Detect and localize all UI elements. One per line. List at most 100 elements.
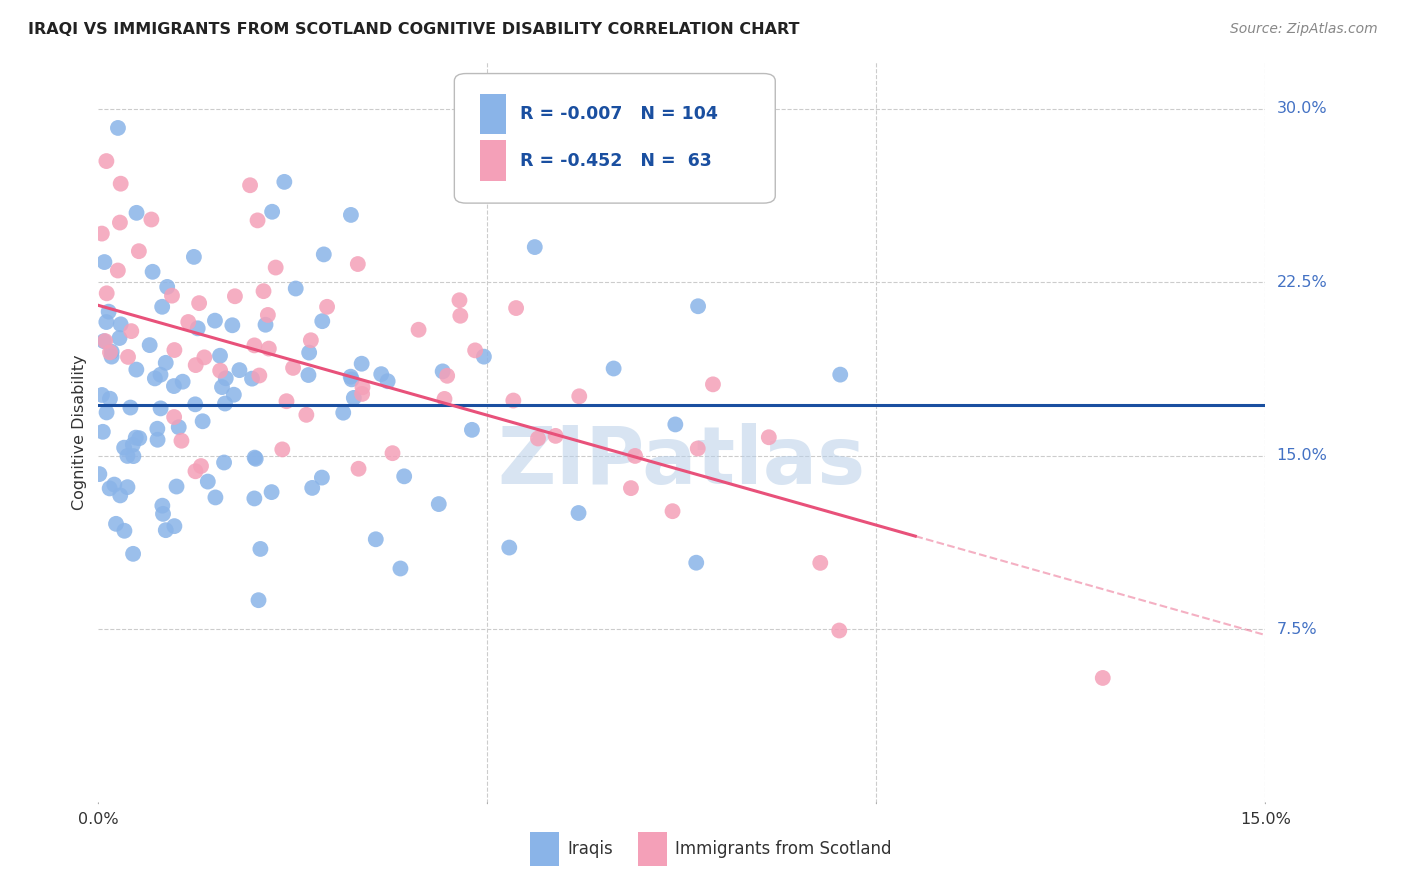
Point [209,363,232,377]
Point [98,482,121,496]
Point [527,432,550,446]
Point [567,506,589,520]
Point [96,315,118,329]
Point [96,286,118,301]
Point [125,431,148,445]
Point [211,380,233,394]
FancyBboxPatch shape [454,73,775,203]
Point [89,467,111,481]
Point [190,458,212,473]
Point [260,485,283,500]
Point [197,475,219,489]
Point [472,350,495,364]
Point [408,323,430,337]
Point [301,481,323,495]
FancyBboxPatch shape [530,832,560,866]
Point [112,524,135,538]
Text: 0.0%: 0.0% [79,813,118,828]
Point [138,338,160,352]
Point [215,371,238,385]
Text: ZIPatlas: ZIPatlas [498,423,866,501]
Point [257,308,280,322]
Point [100,344,122,359]
Point [498,541,520,555]
Point [298,345,321,359]
Point [828,624,851,638]
Point [240,371,263,385]
Point [146,422,169,436]
Point [254,318,277,332]
Point [602,361,624,376]
Point [461,423,484,437]
Point [262,204,284,219]
Point [105,516,128,531]
Point [146,433,169,447]
Point [149,368,172,382]
Point [299,333,322,347]
Point [193,351,215,365]
Point [340,372,363,386]
Point [243,338,266,352]
Point [432,364,454,378]
Point [273,175,295,189]
Point [117,350,139,364]
Point [110,177,132,191]
Point [295,408,318,422]
Point [343,391,366,405]
FancyBboxPatch shape [479,94,506,135]
Point [427,497,450,511]
Point [122,547,145,561]
Point [702,377,724,392]
Point [505,301,527,315]
Point [352,387,374,401]
Point [117,480,139,494]
Point [377,374,399,388]
Point [364,533,387,547]
Point [686,442,709,456]
Point [94,334,117,348]
Point [163,343,186,357]
Point [91,425,114,439]
Text: 15.0%: 15.0% [1240,813,1291,828]
Point [264,260,287,275]
Point [221,318,243,333]
Point [224,289,246,303]
Point [120,401,142,415]
Point [97,304,120,318]
Point [212,456,235,470]
Point [347,461,370,475]
Point [257,342,280,356]
Point [246,213,269,227]
Point [568,389,591,403]
Point [436,368,458,383]
Point [187,321,209,335]
Point [141,212,163,227]
Point [188,296,211,310]
Point [271,442,294,457]
Text: Iraqis: Iraqis [568,840,613,858]
Point [214,396,236,410]
Point [143,371,166,385]
Point [183,250,205,264]
Y-axis label: Cognitive Disability: Cognitive Disability [72,355,87,510]
Point [191,414,214,428]
Point [297,368,319,382]
Point [245,451,267,466]
Point [685,556,707,570]
Point [107,263,129,277]
Point [204,491,226,505]
Point [98,392,121,406]
Point [128,244,150,259]
Point [243,450,266,465]
Point [156,280,179,294]
Point [128,431,150,445]
Point [121,438,143,452]
Point [1091,671,1114,685]
Point [120,324,142,338]
Point [464,343,486,358]
Point [332,406,354,420]
Point [177,315,200,329]
Point [228,363,250,377]
Point [108,331,131,345]
Point [247,368,270,383]
